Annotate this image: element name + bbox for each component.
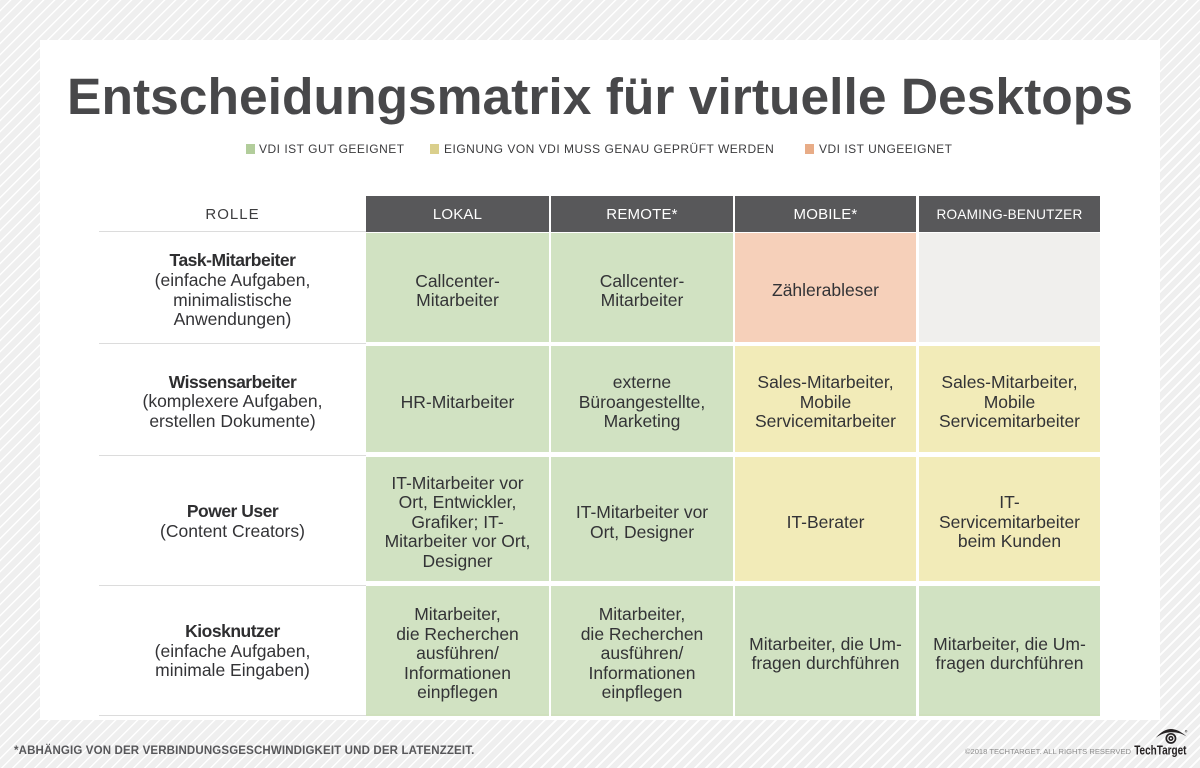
svg-text:TechTarget: TechTarget: [1134, 744, 1186, 757]
